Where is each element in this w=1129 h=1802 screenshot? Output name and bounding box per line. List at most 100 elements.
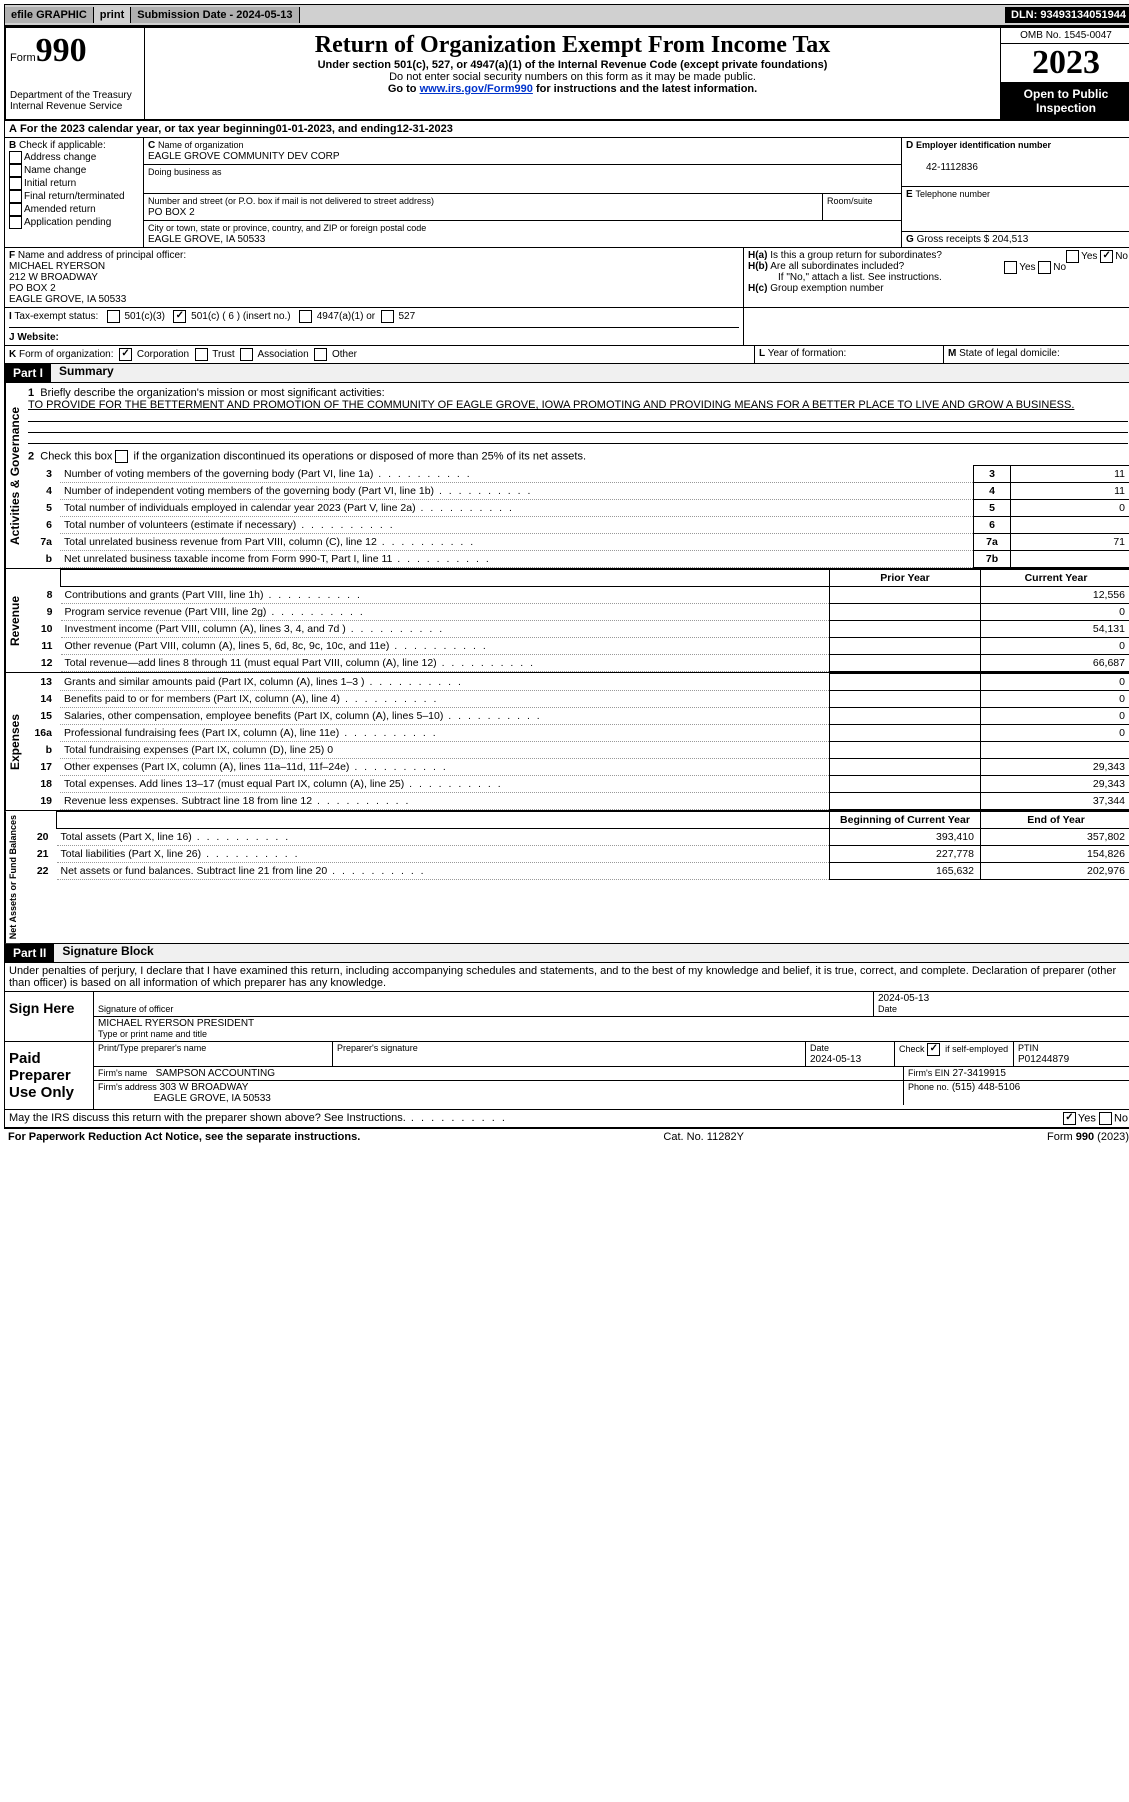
cb-527[interactable] — [381, 310, 394, 323]
prep-sig-label: Preparer's signature — [337, 1043, 418, 1053]
row-num: 22 — [20, 863, 57, 880]
cb-trust[interactable] — [195, 348, 208, 361]
label-hc: H(c) — [748, 283, 767, 294]
line2-pre: Check this box — [40, 450, 112, 462]
label-b: B — [9, 140, 16, 151]
row-text: Total number of volunteers (estimate if … — [60, 517, 974, 534]
row-prior: 227,778 — [830, 846, 981, 863]
b-check-label: Check if applicable: — [19, 140, 106, 151]
domicile-label: State of legal domicile: — [959, 348, 1060, 359]
cb-initial-return[interactable] — [9, 177, 22, 190]
cb-self-employed[interactable] — [927, 1043, 940, 1056]
row-box: 7b — [974, 551, 1011, 568]
row-text: Number of independent voting members of … — [60, 483, 974, 500]
print-button[interactable]: print — [94, 7, 131, 23]
row-prior — [830, 725, 981, 742]
cb-other[interactable] — [314, 348, 327, 361]
firm-addr2: EAGLE GROVE, IA 50533 — [154, 1093, 271, 1104]
row-current: 202,976 — [981, 863, 1129, 880]
cb-501c3[interactable] — [107, 310, 120, 323]
row-text: Total liabilities (Part X, line 26) — [57, 846, 830, 863]
sign-date: 2024-05-13 — [878, 993, 929, 1004]
city-value: EAGLE GROVE, IA 50533 — [148, 234, 265, 245]
row-text: Total assets (Part X, line 16) — [57, 829, 830, 846]
tax-year-end: 12-31-2023 — [397, 123, 453, 135]
cb-discuss-yes[interactable] — [1063, 1112, 1076, 1125]
row-current: 0 — [981, 638, 1129, 655]
label-d: D — [906, 140, 913, 151]
cb-name-change[interactable] — [9, 164, 22, 177]
cb-final-return[interactable] — [9, 190, 22, 203]
irs-link[interactable]: www.irs.gov/Form990 — [420, 83, 533, 95]
perjury-text: Under penalties of perjury, I declare th… — [9, 965, 1128, 989]
officer-sig-name: MICHAEL RYERSON PRESIDENT — [98, 1018, 254, 1029]
prior-year-hdr: Prior Year — [830, 570, 981, 587]
cb-hb-no[interactable] — [1038, 261, 1051, 274]
revenue-vlabel: Revenue — [5, 569, 24, 672]
footer-form: 990 — [1076, 1131, 1094, 1143]
k-opt2: Association — [258, 349, 309, 360]
cb-discontinued[interactable] — [115, 450, 128, 463]
row-prior — [830, 621, 981, 638]
cb-ha-yes[interactable] — [1066, 250, 1079, 263]
row-current: 54,131 — [981, 621, 1129, 638]
i-opt0: 501(c)(3) — [124, 311, 165, 322]
cb-address-change[interactable] — [9, 151, 22, 164]
b-opt-5: Application pending — [24, 217, 111, 228]
footer-right: Form 990 (2023) — [1047, 1131, 1129, 1143]
row-num: 8 — [24, 587, 61, 604]
row-text: Revenue less expenses. Subtract line 18 … — [60, 793, 830, 810]
dept-treasury: Department of the Treasury — [10, 90, 140, 101]
prep-print-label: Print/Type preparer's name — [98, 1043, 206, 1053]
row-box: 5 — [974, 500, 1011, 517]
row-current: 0 — [981, 674, 1129, 691]
room-label: Room/suite — [827, 196, 873, 206]
begin-year-hdr: Beginning of Current Year — [830, 812, 981, 829]
officer-name: MICHAEL RYERSON — [9, 261, 105, 272]
cb-4947[interactable] — [299, 310, 312, 323]
gross-receipts: 204,513 — [992, 234, 1028, 245]
row-prior — [830, 776, 981, 793]
hc-text: Group exemption number — [770, 283, 883, 294]
cb-ha-no[interactable] — [1100, 250, 1113, 263]
no1: No — [1115, 251, 1128, 262]
label-i: I — [9, 311, 12, 322]
ha-text: Is this a group return for subordinates? — [770, 250, 942, 261]
cb-hb-yes[interactable] — [1004, 261, 1017, 274]
row-value — [1011, 551, 1129, 568]
row-num: 14 — [24, 691, 60, 708]
cb-501c[interactable] — [173, 310, 186, 323]
row-text: Total fundraising expenses (Part IX, col… — [60, 742, 830, 759]
end-year-hdr: End of Year — [981, 812, 1129, 829]
firm-addr1: 303 W BROADWAY — [160, 1082, 249, 1093]
sign-here-label: Sign Here — [5, 992, 94, 1041]
part2-header: Part II — [5, 944, 54, 962]
row-num: 10 — [24, 621, 61, 638]
row-text: Salaries, other compensation, employee b… — [60, 708, 830, 725]
cb-discuss-no[interactable] — [1099, 1112, 1112, 1125]
row-num: 5 — [24, 500, 60, 517]
website-label: Website: — [17, 332, 59, 343]
top-bar: efile GRAPHIC print Submission Date - 20… — [4, 4, 1129, 26]
open-inspection: Open to Public Inspection — [1001, 83, 1129, 119]
row-text: Net unrelated business taxable income fr… — [60, 551, 974, 568]
form-org-label: Form of organization: — [19, 349, 114, 360]
subtitle1: Under section 501(c), 527, or 4947(a)(1)… — [153, 59, 992, 71]
row-text: Benefits paid to or for members (Part IX… — [60, 691, 830, 708]
row-value: 0 — [1011, 500, 1129, 517]
row-current: 0 — [981, 604, 1129, 621]
firm-name: SAMPSON ACCOUNTING — [156, 1068, 275, 1079]
cb-amended[interactable] — [9, 203, 22, 216]
cb-app-pending[interactable] — [9, 216, 22, 229]
firm-phone-label: Phone no. — [908, 1082, 949, 1092]
row-num: 9 — [24, 604, 61, 621]
row-text: Total unrelated business revenue from Pa… — [60, 534, 974, 551]
i-opt3: 527 — [398, 311, 415, 322]
cb-assoc[interactable] — [240, 348, 253, 361]
cb-corp[interactable] — [119, 348, 132, 361]
paid-preparer-label: Paid Preparer Use Only — [5, 1042, 94, 1109]
officer-addr2: PO BOX 2 — [9, 283, 56, 294]
phone-label: Telephone number — [915, 189, 990, 199]
discuss-yes: Yes — [1078, 1113, 1096, 1125]
footer-year: 2023 — [1101, 1131, 1125, 1143]
